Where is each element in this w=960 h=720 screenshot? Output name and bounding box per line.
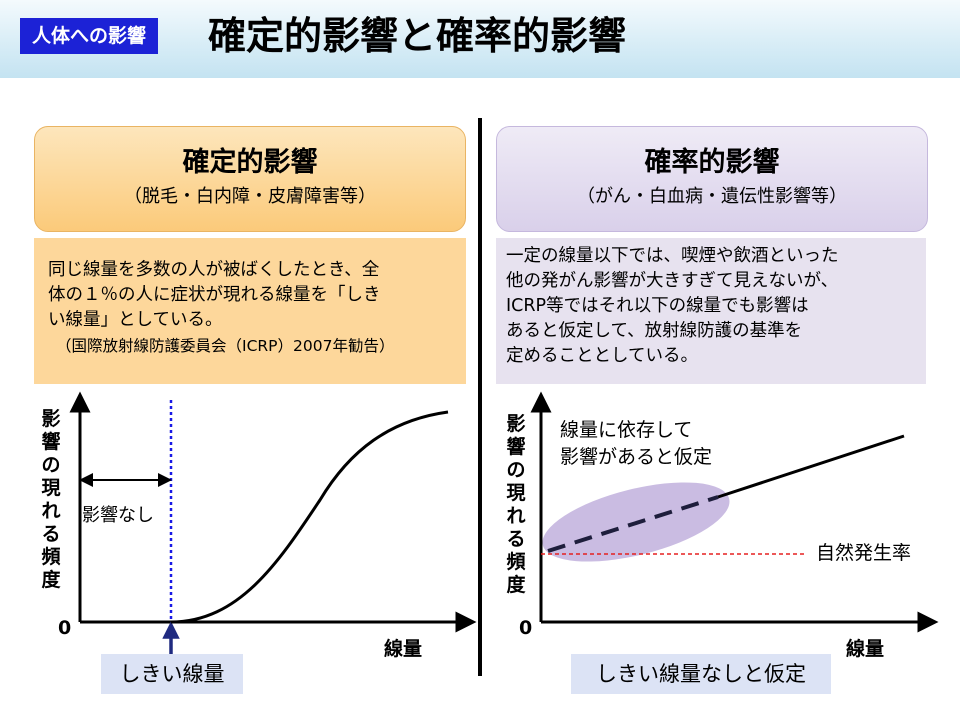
description-line: 定めることとしている。 — [506, 346, 698, 366]
description-line: 一定の線量以下では、喫煙や飲酒といった — [506, 246, 839, 266]
no-threshold-assumption-label: しきい線量なしと仮定 — [571, 654, 831, 694]
deterministic-category-box: 確定的影響 （脱毛・白内障・皮膚障害等） — [34, 126, 466, 232]
stochastic-examples: （がん・白血病・遺伝性影響等） — [577, 186, 847, 207]
natural-rate-label: 自然発生率 — [816, 542, 912, 564]
header-bar: 人体への影響 確定的影響と確率的影響 — [0, 0, 960, 78]
deterministic-description: 同じ線量を多数の人が被ばくしたとき、全 体の１％の人に症状が現れる線量を「しき … — [34, 238, 466, 384]
section-tag: 人体への影響 — [20, 18, 159, 54]
assumption-label: 線量に依存して 影響があると仮定 — [560, 417, 712, 471]
description-line: 他の発がん影響が大きすぎて見えないが、 — [506, 271, 839, 291]
stochastic-category-box: 確率的影響 （がん・白血病・遺伝性影響等） — [496, 126, 928, 232]
stochastic-description: 一定の線量以下では、喫煙や飲酒といった 他の発がん影響が大きすぎて見えないが、 … — [496, 238, 926, 384]
left-x-axis-label: 線量 — [384, 638, 423, 660]
assumption-label-line: 線量に依存して — [560, 419, 693, 441]
description-line: あると仮定して、放射線防護の基準を — [506, 321, 803, 341]
left-y-axis-label: 影響の現れる頻度 — [41, 408, 61, 591]
stochastic-title: 確率的影響 — [644, 147, 780, 178]
no-effect-label: 影響なし — [82, 505, 154, 526]
linear-solid-line — [717, 434, 905, 499]
threshold-dose-label: しきい線量 — [101, 654, 243, 694]
page-title: 確定的影響と確率的影響 — [208, 14, 627, 58]
center-divider — [478, 118, 482, 676]
deterministic-curve — [170, 410, 449, 624]
assumed-linear-dashed — [547, 495, 719, 553]
right-y-axis-label: 影響の現れる頻度 — [506, 413, 526, 596]
left-origin-label: 0 — [58, 617, 72, 639]
description-line: い線量」としている。 — [48, 310, 223, 330]
description-line: ICRP等ではそれ以下の線量でも影響は — [506, 296, 809, 316]
deterministic-examples: （脱毛・白内障・皮膚障害等） — [124, 186, 376, 207]
deterministic-title: 確定的影響 — [182, 147, 318, 178]
right-origin-label: 0 — [519, 617, 533, 639]
right-x-axis-label: 線量 — [846, 638, 885, 660]
description-line: 同じ線量を多数の人が被ばくしたとき、全 — [48, 260, 380, 280]
icrp-citation: （国際放射線防護委員会（ICRP）2007年勧告） — [56, 337, 395, 355]
description-line: 体の１％の人に症状が現れる線量を「しき — [48, 285, 381, 305]
assumption-label-line: 影響があると仮定 — [560, 446, 713, 468]
